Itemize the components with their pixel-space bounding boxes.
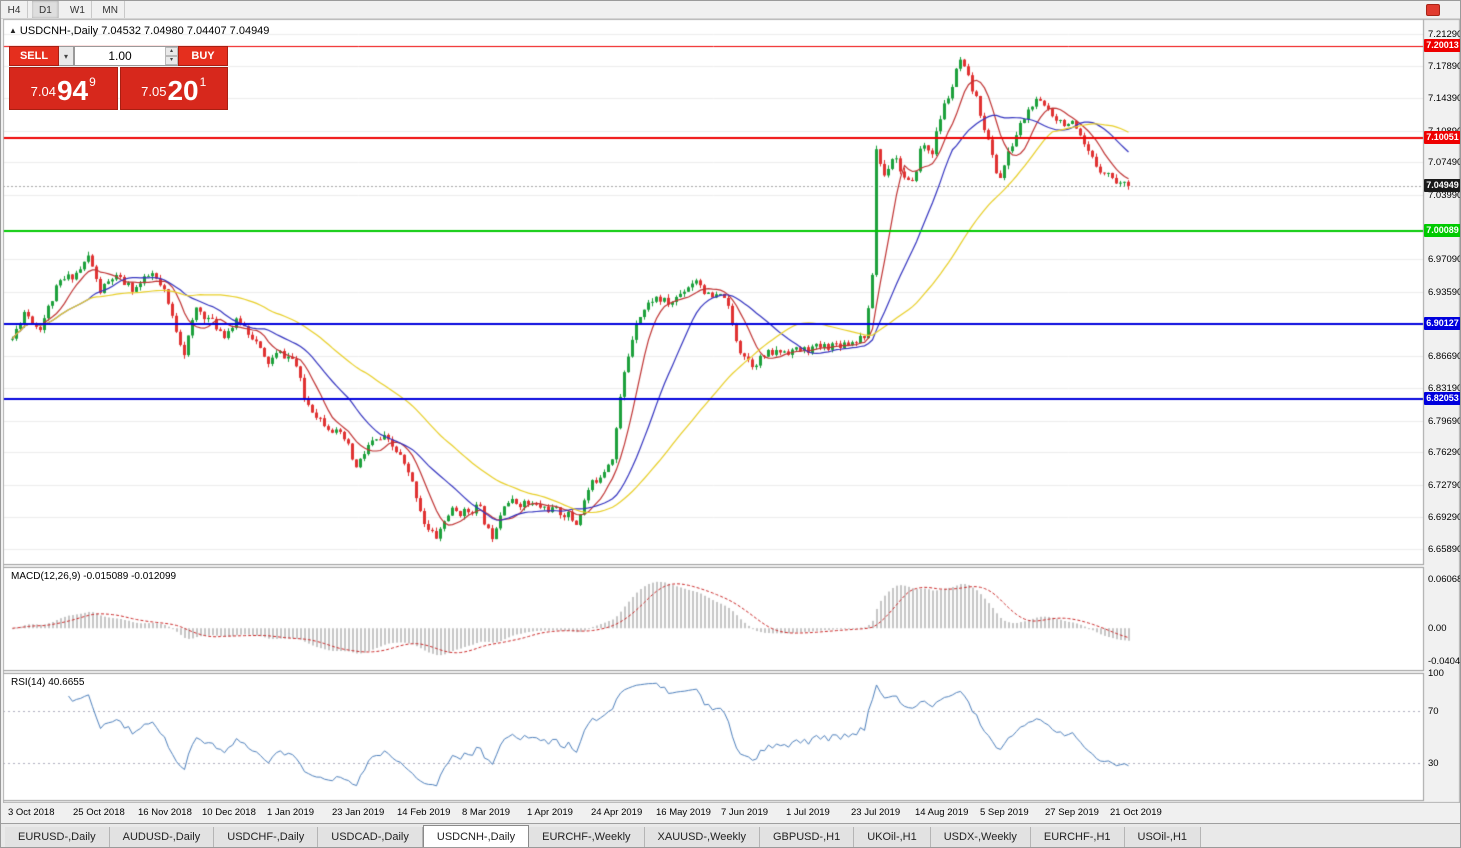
chart-tab-bar: EURUSD-,Daily AUDUSD-,Daily USDCHF-,Daily U…	[1, 823, 1460, 847]
chart-tab-usdchf-daily[interactable]: USDCHF-,Daily	[214, 827, 319, 847]
date-axis-label: 27 Sep 2019	[1045, 807, 1099, 818]
date-axis-label: 14 Aug 2019	[915, 807, 969, 818]
chevron-up-icon: ▴	[169, 48, 173, 54]
volume-input[interactable]	[75, 47, 165, 65]
date-axis-label: 21 Oct 2019	[1110, 807, 1162, 818]
date-axis-label: 23 Jul 2019	[851, 807, 901, 818]
date-axis-label: 14 Feb 2019	[397, 807, 451, 818]
volume-field: ▴ ▾	[74, 46, 178, 66]
sell-button[interactable]: SELL	[9, 46, 59, 66]
buy-price-pip: 1	[199, 75, 207, 89]
date-axis-label: 10 Dec 2018	[202, 807, 256, 818]
volume-increase-button[interactable]: ▴	[165, 47, 178, 56]
sell-price-box[interactable]: 7.04 94 9	[9, 67, 118, 110]
timeframe-mn-button[interactable]: MN	[96, 1, 125, 18]
sell-price-pip: 9	[89, 75, 96, 89]
chart-tab-xauusd-weekly[interactable]: XAUUSD-,Weekly	[644, 827, 760, 847]
date-axis-label: 5 Sep 2019	[980, 807, 1029, 818]
volume-dropdown-button[interactable]: ▾	[59, 46, 74, 66]
chevron-down-icon: ▾	[169, 57, 173, 63]
chart-tab-usdcad-daily[interactable]: USDCAD-,Daily	[318, 827, 423, 847]
chart-tab-eurchf-h1[interactable]: EURCHF-,H1	[1030, 827, 1125, 847]
chart-tab-usoil-h1[interactable]: USOil-,H1	[1124, 827, 1202, 847]
volume-decrease-button[interactable]: ▾	[165, 56, 178, 65]
chart-tab-ukoil-h1[interactable]: UKOil-,H1	[854, 827, 931, 847]
date-axis-label: 25 Oct 2018	[73, 807, 125, 818]
timeframe-w1-button[interactable]: W1	[64, 1, 92, 18]
timeframe-toolbar: H4 D1 W1 MN	[1, 1, 1460, 19]
buy-price-box[interactable]: 7.05 20 1	[119, 67, 228, 110]
price-chart-canvas[interactable]	[3, 19, 1460, 803]
red-status-icon[interactable]	[1426, 4, 1440, 16]
chart-area: ▲ USDCNH-,Daily 7.04532 7.04980 7.04407 7…	[1, 19, 1460, 823]
timeframe-d1-button[interactable]: D1	[32, 1, 60, 18]
date-axis-label: 23 Jan 2019	[332, 807, 385, 818]
chart-tab-usdcnh-daily[interactable]: USDCNH-,Daily	[422, 825, 530, 847]
date-axis-label: 1 Jan 2019	[267, 807, 315, 818]
chevron-down-icon: ▾	[63, 51, 68, 61]
date-axis-label: 24 Apr 2019	[591, 807, 643, 818]
volume-stepper: ▴ ▾	[165, 47, 178, 65]
date-axis-label: 1 Apr 2019	[527, 807, 573, 818]
date-axis: 3 Oct 2018 25 Oct 2018 16 Nov 2018 10 Dec 2…	[1, 803, 1460, 822]
date-axis-label: 16 Nov 2018	[138, 807, 192, 818]
date-axis-label: 7 Jun 2019	[721, 807, 769, 818]
sell-price-prefix: 7.04	[30, 84, 56, 99]
buy-price-prefix: 7.05	[141, 84, 167, 99]
date-axis-label: 8 Mar 2019	[462, 807, 511, 818]
buy-price-main: 20	[167, 75, 199, 106]
buy-button[interactable]: BUY	[178, 46, 228, 66]
chart-tab-usdx-weekly[interactable]: USDX-,Weekly	[930, 827, 1031, 847]
date-axis-label: 3 Oct 2018	[8, 807, 55, 818]
sell-price-main: 94	[56, 75, 89, 106]
chart-tab-eurchf-weekly[interactable]: EURCHF-,Weekly	[529, 827, 645, 847]
date-axis-label: 1 Jul 2019	[786, 807, 830, 818]
timeframe-h4-button[interactable]: H4	[1, 1, 28, 18]
date-axis-label: 16 May 2019	[656, 807, 711, 818]
chart-tab-audusd-daily[interactable]: AUDUSD-,Daily	[109, 827, 215, 847]
chart-tab-gbpusd-h1[interactable]: GBPUSD-,H1	[759, 827, 855, 847]
chart-tab-eurusd-daily[interactable]: EURUSD-,Daily	[5, 827, 110, 847]
